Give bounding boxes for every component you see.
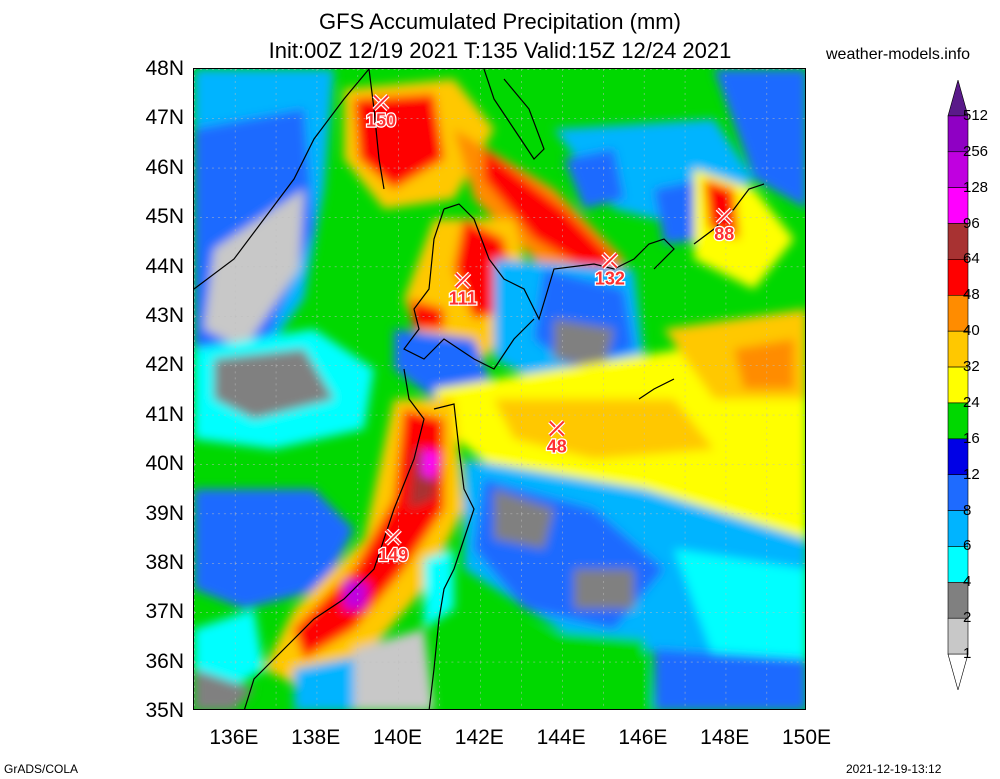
lat-tick-label: 44N xyxy=(145,254,184,278)
credit-label: GrADS/COLA xyxy=(4,762,79,776)
lon-tick-label: 140E xyxy=(372,726,423,749)
lat-tick-label: 37N xyxy=(145,600,184,624)
lat-tick-label: 39N xyxy=(145,501,184,525)
color-legend xyxy=(947,80,969,690)
lat-tick-label: 47N xyxy=(145,106,184,130)
lat-tick-label: 45N xyxy=(145,205,184,229)
legend-level-label: 6 xyxy=(963,537,972,555)
lon-tick-label: 150E xyxy=(781,726,832,749)
legend-level-label: 2 xyxy=(963,609,972,627)
lat-tick-label: 48N xyxy=(145,57,184,80)
lat-tick-label: 38N xyxy=(145,551,184,574)
lon-tick-label: 148E xyxy=(700,726,750,749)
legend-level-label: 12 xyxy=(963,465,980,483)
lat-tick-label: 43N xyxy=(145,304,184,327)
legend-level-label: 256 xyxy=(963,142,989,160)
lon-tick-label: 142E xyxy=(454,726,504,749)
lat-tick-label: 42N xyxy=(145,353,184,377)
lon-tick-label: 136E xyxy=(209,726,259,749)
legend-level-label: 4 xyxy=(963,573,972,591)
legend-level-label: 24 xyxy=(963,393,980,411)
lat-lon-grid xyxy=(194,69,805,709)
map-subtitle: Init:00Z 12/19 2021 T:135 Valid:15Z 12/2… xyxy=(268,38,732,63)
precipitation-map xyxy=(193,68,806,710)
coastlines xyxy=(194,69,765,709)
lat-tick-label: 46N xyxy=(145,155,184,179)
lat-tick-label: 36N xyxy=(145,649,184,673)
lon-tick-label: 144E xyxy=(536,726,586,749)
lat-tick-label: 35N xyxy=(145,699,184,723)
map-title: GFS Accumulated Precipitation (mm) xyxy=(319,9,681,34)
legend-level-label: 32 xyxy=(963,358,980,376)
site-label: weather-models.info xyxy=(826,46,971,63)
legend-level-label: 8 xyxy=(963,501,972,519)
legend-level-label: 64 xyxy=(963,250,980,268)
lat-tick-label: 40N xyxy=(145,452,184,476)
lon-tick-label: 146E xyxy=(618,726,668,749)
legend-level-label: 48 xyxy=(963,286,980,304)
legend-level-label: 1 xyxy=(963,645,972,663)
legend-level-label: 16 xyxy=(963,429,980,447)
lat-tick-label: 41N xyxy=(145,402,184,426)
timestamp-label: 2021-12-19-13:12 xyxy=(846,762,942,776)
legend-level-label: 128 xyxy=(963,178,989,196)
legend-level-label: 96 xyxy=(963,214,980,232)
legend-level-label: 512 xyxy=(963,106,989,124)
legend-level-label: 40 xyxy=(963,322,980,340)
lon-tick-label: 138E xyxy=(291,726,341,749)
map-canvas xyxy=(194,69,805,709)
legend-swatch xyxy=(947,653,969,690)
